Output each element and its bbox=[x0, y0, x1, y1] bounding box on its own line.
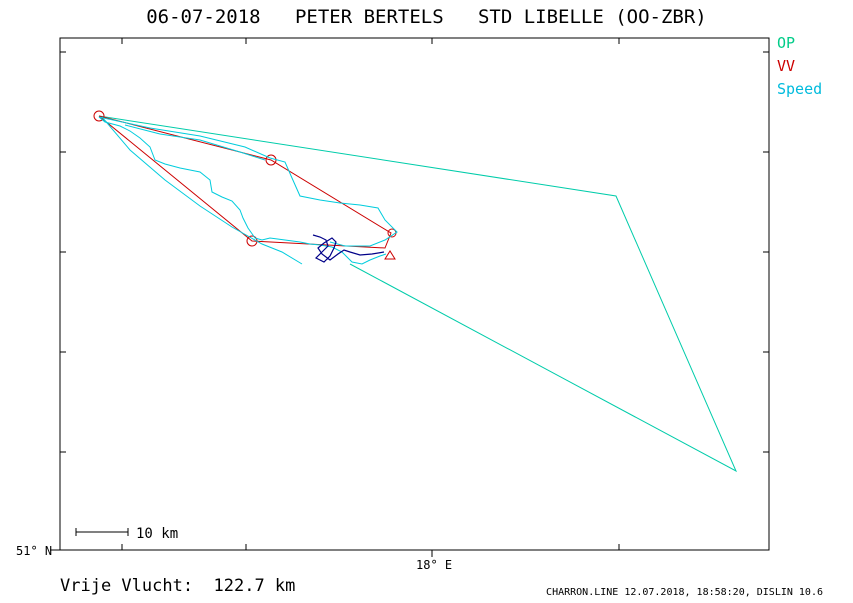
x-tick-label: 18° E bbox=[416, 558, 453, 572]
speed-trace-3 bbox=[101, 116, 303, 265]
scale-bar bbox=[75, 528, 129, 536]
free-flight-distance: Vrije Vlucht: 122.7 km bbox=[60, 576, 296, 596]
legend-vv: VV bbox=[777, 57, 796, 75]
x-ticks bbox=[121, 38, 620, 557]
legend-speed: Speed bbox=[777, 80, 823, 98]
speed-trace bbox=[98, 116, 387, 265]
climb-trace bbox=[312, 234, 385, 263]
credit-line: CHARRON.LINE 12.07.2018, 18:58:20, DISLI… bbox=[546, 587, 823, 598]
turnpoint-1 bbox=[93, 110, 105, 122]
op-task-line bbox=[98, 115, 738, 473]
legend-op: OP bbox=[777, 34, 796, 52]
chart-title: 06-07-2018 PETER BERTELS STD LIBELLE (OO… bbox=[146, 6, 707, 28]
finish-marker bbox=[384, 250, 396, 260]
y-ticks bbox=[50, 51, 769, 551]
speed-trace-2 bbox=[98, 116, 398, 247]
speed-trace-4 bbox=[124, 124, 266, 161]
plot-frame bbox=[59, 37, 770, 551]
vv-task-line bbox=[98, 115, 392, 249]
scale-bar-label: 10 km bbox=[136, 526, 179, 542]
y-tick-label: 51° N bbox=[16, 544, 53, 558]
